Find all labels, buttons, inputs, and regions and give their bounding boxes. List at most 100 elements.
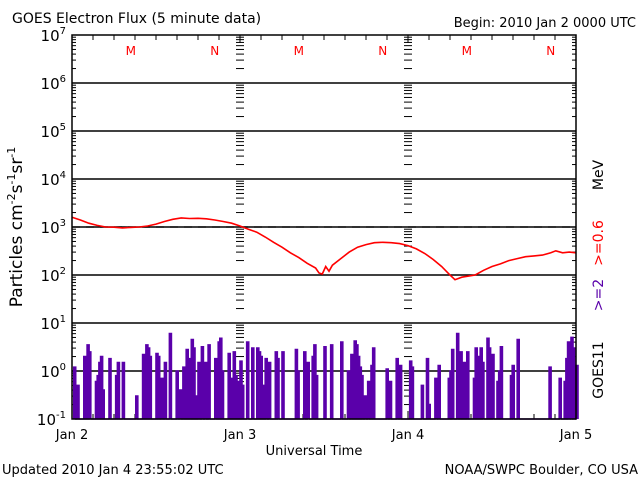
- unit-label: MeV: [591, 159, 607, 190]
- series-low-energy-bar: [352, 371, 355, 419]
- y-tick-base: 10: [41, 219, 60, 237]
- series-low-energy-bar: [386, 369, 389, 419]
- series-low-energy-bar: [219, 338, 223, 419]
- y-tick-base: 10: [41, 27, 60, 45]
- series-low-legend: >=2: [591, 279, 607, 311]
- series-low-energy-bar: [144, 371, 147, 419]
- series-low-energy-bar: [246, 342, 249, 419]
- series-low-energy-bar: [189, 358, 192, 419]
- series-low-energy-bar: [572, 348, 575, 419]
- series-low-energy-bar: [313, 344, 317, 419]
- x-tick-label: Jan 4: [391, 428, 424, 443]
- series-low-energy-bar: [218, 342, 221, 419]
- series-low-energy-bar: [241, 385, 244, 419]
- series-low-energy-bar: [77, 385, 80, 419]
- series-low-energy-bar: [102, 390, 105, 419]
- series-low-energy-bar: [88, 351, 91, 419]
- series-low-energy-bar: [371, 365, 374, 419]
- series-low-energy-bar: [438, 365, 441, 419]
- series-low-energy-bar: [324, 346, 327, 419]
- series-low-energy-bar: [186, 349, 189, 419]
- noon-marker: N: [546, 44, 555, 58]
- series-low-energy-bar: [364, 396, 367, 419]
- series-low-energy-bar: [149, 356, 152, 419]
- series-low-energy-bar: [488, 348, 491, 419]
- begin-label: Begin: 2010 Jan 2 0000 UTC: [454, 16, 636, 31]
- series-low-energy-bar: [409, 361, 412, 419]
- series-low-energy-bar: [517, 339, 520, 419]
- series-low-energy-bar: [510, 375, 513, 419]
- series-low-energy-bar: [238, 385, 241, 419]
- series-low-energy-bar: [147, 348, 150, 419]
- series-low-energy-bar: [108, 358, 112, 419]
- series-low-energy-bar: [473, 378, 476, 419]
- series-low-energy-bar: [576, 365, 579, 419]
- series-low-energy-bar: [315, 375, 318, 419]
- series-low-energy-bar: [234, 375, 238, 419]
- chart-title: GOES Electron Flux (5 minute data): [12, 11, 261, 27]
- series-low-energy-bar: [135, 396, 139, 419]
- series-low-energy-bar: [460, 351, 463, 419]
- satellite-label: GOES11: [591, 341, 607, 398]
- y-tick-exponent: 4: [60, 170, 66, 181]
- y-tick-label: 104: [41, 170, 66, 189]
- series-low-energy-bar: [176, 371, 179, 419]
- y-tick-exponent: 0: [60, 362, 66, 373]
- series-low-energy-bar: [498, 371, 501, 419]
- series-low-energy-bar: [261, 385, 265, 419]
- y-tick-base: 10: [41, 315, 60, 333]
- series-low-energy-bar: [228, 353, 231, 419]
- series-low-energy-bar: [512, 365, 515, 419]
- series-low-energy-bar: [221, 371, 224, 419]
- series-low-energy-bar: [303, 351, 307, 419]
- x-tick-label: Jan 2: [55, 428, 88, 443]
- series-low-energy-bar: [184, 385, 187, 419]
- series-low-energy-bar: [115, 375, 118, 419]
- series-low-energy-bar: [559, 378, 562, 419]
- series-low-energy-bar: [214, 358, 217, 419]
- series-low-energy-bar: [359, 367, 362, 419]
- series-low-energy-bar: [396, 358, 399, 419]
- series-low-energy-bar: [208, 344, 211, 419]
- series-low-energy-bar: [122, 362, 125, 419]
- series-low-energy-bar: [476, 358, 480, 419]
- series-low-energy-bar: [340, 342, 343, 419]
- series-low-energy-bar: [275, 351, 278, 419]
- series-low-energy-bar: [192, 348, 196, 419]
- series-low-energy-bar: [260, 356, 263, 419]
- x-tick-label: Jan 5: [559, 428, 592, 443]
- midnight-marker: M: [462, 44, 472, 58]
- series-low-energy-bar: [97, 375, 100, 419]
- series-low-energy-bar: [256, 348, 259, 419]
- series-low-energy-bar: [330, 344, 333, 419]
- series-low-energy-bar: [276, 358, 280, 419]
- series-low-energy-bar: [500, 346, 503, 419]
- series-low-energy-bar: [236, 381, 239, 419]
- series-low-energy-bar: [307, 362, 310, 419]
- day-boundary-marks: [236, 36, 412, 420]
- series-low-energy-bar: [564, 381, 567, 419]
- y-tick-base: 10: [41, 123, 60, 141]
- series-low-energy-bar: [372, 348, 375, 419]
- series-low-energy-bar: [367, 381, 370, 419]
- series-low-energy-bar: [565, 358, 569, 419]
- series-low-energy-bar: [355, 344, 359, 419]
- series-low-energy-bar: [411, 367, 414, 419]
- y-tick-label: 107: [41, 26, 66, 45]
- series-low-energy-bar: [350, 354, 354, 419]
- series-high-energy-group: [71, 216, 577, 281]
- series-low-energy-bar: [450, 371, 453, 419]
- series-low-energy-bar: [87, 344, 90, 419]
- series-low-energy-bar: [229, 378, 233, 419]
- y-tick-exponent: -1: [56, 410, 66, 421]
- series-low-energy-bar: [421, 385, 424, 419]
- series-low-energy-bar: [85, 385, 88, 419]
- series-low-energy-bar: [461, 362, 464, 419]
- noon-marker: N: [378, 44, 387, 58]
- y-axis-label: Particles cm-2s-1sr-1: [5, 147, 27, 308]
- y-axis-label-text: Particles cm: [7, 204, 27, 307]
- y-tick-label: 103: [41, 218, 66, 237]
